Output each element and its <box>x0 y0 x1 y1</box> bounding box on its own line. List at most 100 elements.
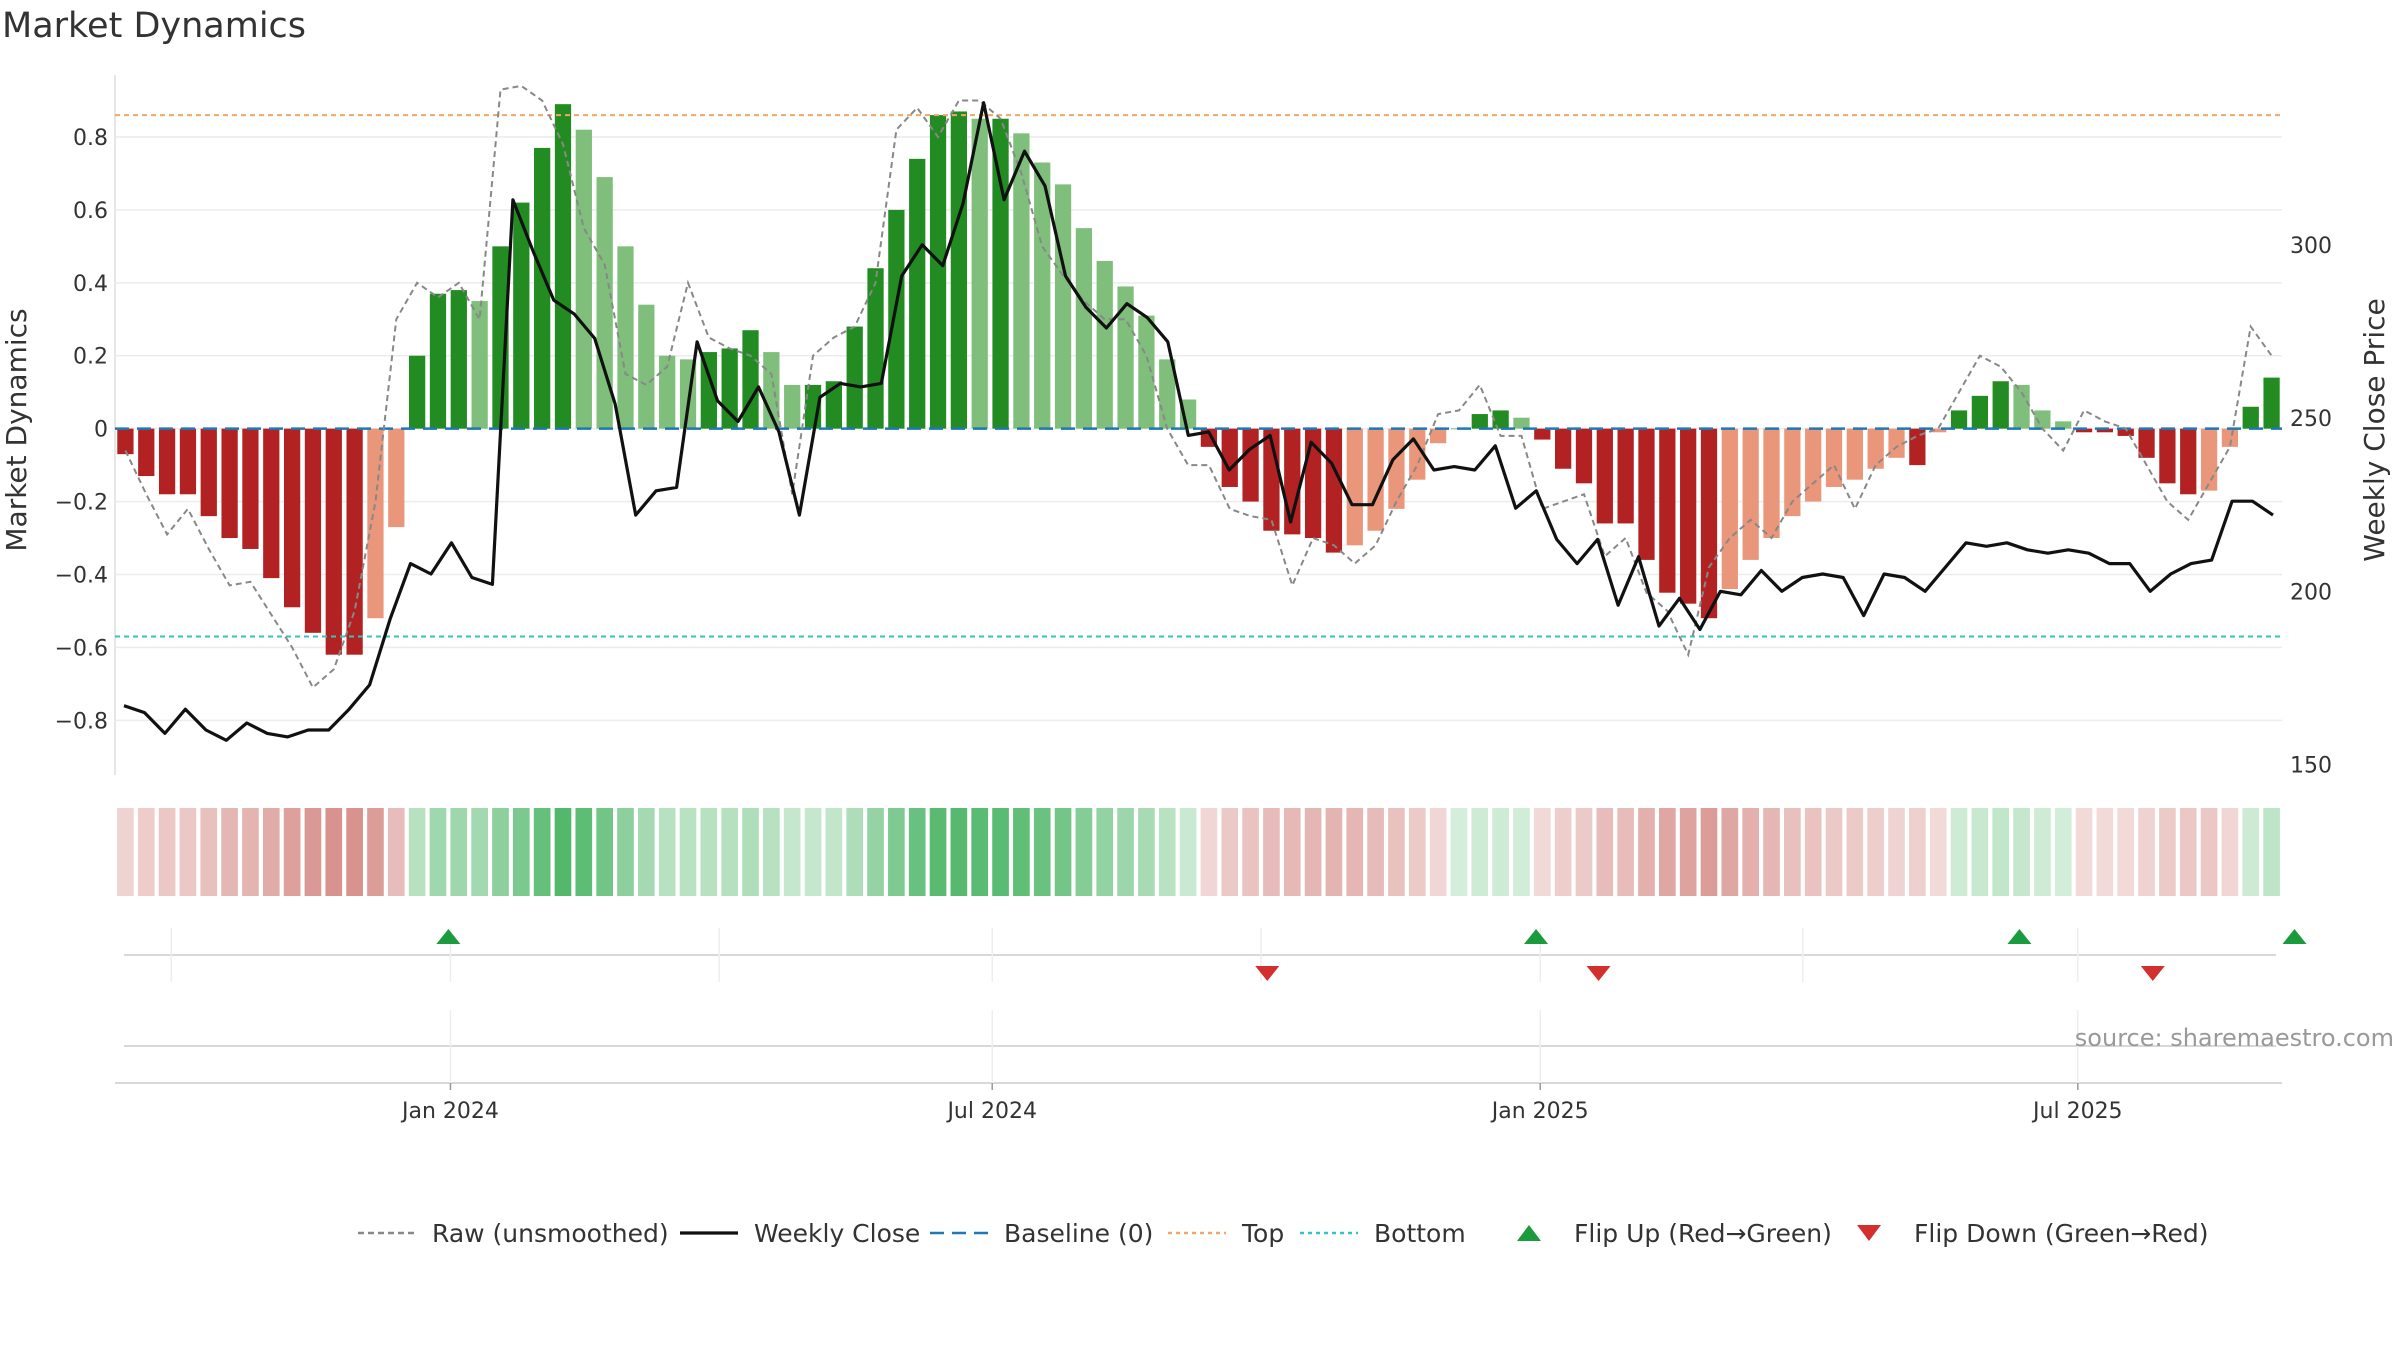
heat-strip-cell <box>1013 808 1030 896</box>
heat-strip-cell <box>596 808 613 896</box>
momentum-bar <box>158 428 176 495</box>
momentum-bar <box>971 118 988 429</box>
left-tick-label: 0 <box>94 418 108 443</box>
x-tick-label: Jul 2025 <box>2031 1099 2123 1124</box>
heat-strip-cell <box>1867 808 1885 896</box>
heat-strip-cell <box>200 808 218 896</box>
flip-up-marker <box>2007 929 2032 944</box>
momentum-bar <box>1825 428 1843 487</box>
heat-strip-cell <box>387 808 405 896</box>
momentum-bar <box>575 129 592 429</box>
heat-strip-cell <box>908 808 926 896</box>
flip-down-marker <box>1586 966 1611 981</box>
heat-strip-cell <box>992 808 1009 896</box>
left-tick-label: 0.8 <box>73 126 108 151</box>
momentum-bar <box>992 118 1009 429</box>
heat-strip-cell <box>1679 808 1697 896</box>
heat-strip-cell <box>1367 808 1384 896</box>
heat-strip-cell <box>367 808 384 896</box>
heat-strip-cell <box>450 808 468 896</box>
legend-label: Bottom <box>1374 1219 1466 1248</box>
momentum-bar <box>450 290 467 429</box>
heat-strip-cell <box>1471 808 1489 896</box>
momentum-bar <box>2159 428 2176 484</box>
heat-strip-cell <box>1221 808 1239 896</box>
momentum-bar <box>1659 428 1676 593</box>
heat-strip-cell <box>221 808 238 896</box>
weekly-close-line <box>123 101 2274 742</box>
heat-strip-cell <box>1575 808 1593 896</box>
momentum-bar <box>1888 428 1905 458</box>
heat-strip-cell <box>262 808 280 896</box>
heat-strip-cell <box>679 808 697 896</box>
heat-strip-cell <box>325 808 343 896</box>
momentum-bar <box>1763 428 1780 539</box>
momentum-bar <box>1534 428 1551 440</box>
heat-strip-cell <box>888 808 905 896</box>
momentum-bar <box>700 352 717 429</box>
heat-strip-cell <box>117 808 134 896</box>
momentum-bar <box>242 428 259 549</box>
momentum-bar <box>117 428 134 455</box>
momentum-bar <box>346 428 363 655</box>
legend-swatch-flip-up <box>1517 1225 1541 1241</box>
momentum-bar <box>2180 428 2197 495</box>
heat-strip-cell <box>2034 808 2051 896</box>
momentum-bar <box>1555 428 1572 469</box>
legend-label: Flip Down (Green→Red) <box>1914 1219 2209 1248</box>
heat-strip-cell <box>1179 808 1197 896</box>
momentum-bar <box>638 304 655 429</box>
momentum-bar <box>534 147 551 429</box>
left-tick-label: −0.2 <box>55 491 108 516</box>
momentum-bar <box>1846 428 1863 480</box>
momentum-bar <box>2200 428 2218 491</box>
momentum-bar <box>659 355 676 429</box>
momentum-bar <box>2096 428 2114 433</box>
heat-strip-cell <box>1346 808 1364 896</box>
right-tick-label: 250 <box>2290 407 2332 432</box>
heat-strip-cell <box>1763 808 1780 896</box>
heat-strip-cell <box>1992 808 2010 896</box>
heat-strip-cell <box>1200 808 1218 896</box>
momentum-bar <box>1346 428 1363 546</box>
heat-strip-cell <box>1804 808 1822 896</box>
momentum-bar <box>1930 428 1947 433</box>
source-text: source: sharemaestro.com <box>2075 1024 2394 1052</box>
momentum-bar <box>929 115 947 429</box>
momentum-bar <box>2138 428 2155 458</box>
heat-strip-cell <box>1950 808 1968 896</box>
heat-strip-cell <box>1638 808 1655 896</box>
flip-up-marker <box>1524 929 1549 944</box>
heat-strip-cell <box>1117 808 1134 896</box>
heat-strip-cell <box>1825 808 1843 896</box>
heat-strip-cell <box>137 808 155 896</box>
heat-strip-cell <box>2221 808 2239 896</box>
momentum-bar <box>138 428 155 477</box>
heat-strip-cell <box>2179 808 2197 896</box>
heat-strip-cell <box>492 808 509 896</box>
heat-strip-cell <box>804 808 822 896</box>
heat-strip-cell <box>2242 808 2260 896</box>
legend-swatch-flip-down <box>1857 1225 1881 1241</box>
heat-strip-cell <box>1846 808 1864 896</box>
heat-strip-cell <box>1033 808 1051 896</box>
momentum-bar <box>1867 428 1884 469</box>
heat-strip-cell <box>1929 808 1947 896</box>
heat-strip-cell <box>2054 808 2072 896</box>
momentum-bar <box>2034 410 2051 429</box>
left-tick-label: −0.4 <box>55 563 108 588</box>
momentum-bar <box>409 355 426 429</box>
heat-strip-cell <box>2075 808 2093 896</box>
momentum-bar <box>1054 184 1072 429</box>
right-tick-label: 200 <box>2290 580 2332 605</box>
momentum-bar <box>1096 260 1113 429</box>
momentum-bar <box>1242 428 1259 502</box>
heat-strip-cell <box>408 808 426 896</box>
heat-strip-cell <box>2013 808 2030 896</box>
momentum-bar <box>263 428 280 579</box>
heat-strip-cell <box>158 808 176 896</box>
momentum-bar <box>325 428 342 655</box>
heat-strip-cell <box>1242 808 1259 896</box>
heat-strip-cell <box>700 808 718 896</box>
heat-strip-cell <box>721 808 739 896</box>
